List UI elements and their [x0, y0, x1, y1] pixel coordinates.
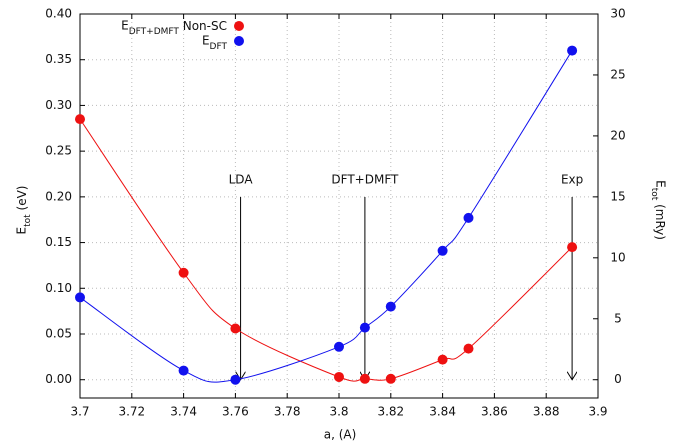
- data-point: [334, 341, 344, 352]
- data-point: [463, 212, 474, 223]
- data-point: [334, 371, 344, 382]
- data-point: [567, 242, 578, 253]
- data-point: [75, 292, 85, 303]
- data-point: [178, 267, 189, 278]
- data-point: [463, 343, 474, 354]
- data-point: [75, 114, 85, 125]
- y-axis-label: Etot (eV): [15, 186, 33, 235]
- y2-tick-label: 10: [610, 250, 625, 264]
- x-tick-label: 3.84: [429, 405, 456, 419]
- y-tick-label: 0.40: [45, 7, 72, 21]
- x-tick-label: 3.76: [222, 405, 249, 419]
- data-point: [385, 301, 396, 312]
- annotation-label: Exp: [561, 173, 583, 187]
- y2-tick-label: 15: [610, 189, 625, 203]
- data-point: [178, 365, 189, 376]
- x-tick-label: 3.7: [70, 405, 89, 419]
- data-point: [230, 374, 241, 385]
- data-point: [437, 245, 448, 256]
- y2-tick-label: 20: [610, 128, 625, 142]
- legend-label: EDFT: [202, 34, 228, 52]
- legend-marker: [234, 36, 244, 46]
- annotation-label: DFT+DMFT: [331, 173, 399, 187]
- y2-tick-label: 0: [614, 372, 622, 386]
- x-tick-label: 3.88: [533, 405, 560, 419]
- y-tick-label: 0.10: [45, 281, 72, 295]
- data-point: [359, 322, 370, 333]
- data-point: [230, 323, 241, 334]
- y2-tick-label: 30: [610, 7, 625, 21]
- y-tick-label: 0.15: [45, 235, 72, 249]
- annotation-label: LDA: [229, 173, 254, 187]
- fit-curve: [79, 118, 573, 382]
- data-point: [385, 373, 396, 384]
- y2-tick-label: 5: [614, 311, 622, 325]
- x-tick-label: 3.78: [274, 405, 301, 419]
- data-point: [437, 354, 448, 365]
- y-tick-label: 0.05: [45, 327, 72, 341]
- y-tick-label: 0.35: [45, 52, 72, 66]
- x-tick-label: 3.8: [329, 405, 348, 419]
- x-tick-label: 3.74: [170, 405, 197, 419]
- x-tick-label: 3.72: [118, 405, 145, 419]
- y-tick-label: 0.30: [45, 98, 72, 112]
- data-point: [567, 45, 578, 56]
- y2-axis-label: Etot (mRy): [650, 180, 668, 240]
- plot-frame: [79, 13, 599, 399]
- data-point: [359, 373, 370, 384]
- y-tick-label: 0.00: [45, 372, 72, 386]
- x-tick-label: 3.82: [377, 405, 404, 419]
- x-tick-label: 3.9: [588, 405, 607, 419]
- y2-tick-label: 25: [610, 67, 625, 81]
- x-tick-label: 3.86: [481, 405, 508, 419]
- legend-label: EDFT+DMFT Non-SC: [121, 19, 227, 37]
- legend-marker: [234, 21, 244, 31]
- x-axis-label: a, (A): [324, 428, 357, 442]
- y-tick-label: 0.25: [45, 144, 72, 158]
- fit-curve: [79, 50, 573, 383]
- y-tick-label: 0.20: [45, 189, 72, 203]
